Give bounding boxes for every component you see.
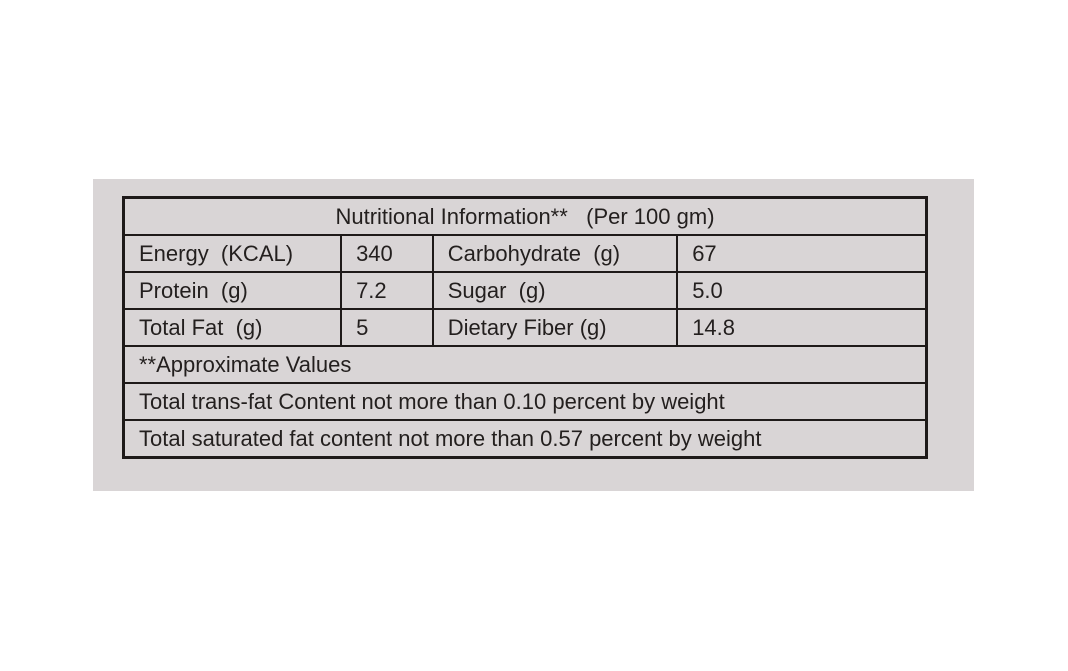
cell: Sugar (g) — [431, 271, 679, 310]
cell: Energy (KCAL) — [122, 234, 343, 273]
table-title: Nutritional Information** (Per 100 gm) — [122, 196, 928, 236]
note: Total trans-fat Content not more than 0.… — [122, 382, 928, 421]
cell: Total Fat (g) — [122, 308, 343, 347]
cell: 67 — [676, 234, 928, 273]
cell: 5 — [340, 308, 434, 347]
note-row: Total trans-fat Content not more than 0.… — [122, 382, 928, 421]
nutrition-table: Nutritional Information** (Per 100 gm) E… — [122, 196, 928, 459]
cell: Dietary Fiber (g) — [431, 308, 679, 347]
note-row: Total saturated fat content not more tha… — [122, 419, 928, 459]
row: Total Fat (g) 5 Dietary Fiber (g) 14.8 — [122, 308, 928, 347]
title-row: Nutritional Information** (Per 100 gm) — [122, 196, 928, 236]
cell: 5.0 — [676, 271, 928, 310]
cell: 14.8 — [676, 308, 928, 347]
row: Protein (g) 7.2 Sugar (g) 5.0 — [122, 271, 928, 310]
note: **Approximate Values — [122, 345, 928, 384]
note: Total saturated fat content not more tha… — [122, 419, 928, 459]
row: Energy (KCAL) 340 Carbohydrate (g) 67 — [122, 234, 928, 273]
cell: 7.2 — [340, 271, 434, 310]
cell: 340 — [340, 234, 434, 273]
cell: Protein (g) — [122, 271, 343, 310]
cell: Carbohydrate (g) — [431, 234, 679, 273]
note-row: **Approximate Values — [122, 345, 928, 384]
